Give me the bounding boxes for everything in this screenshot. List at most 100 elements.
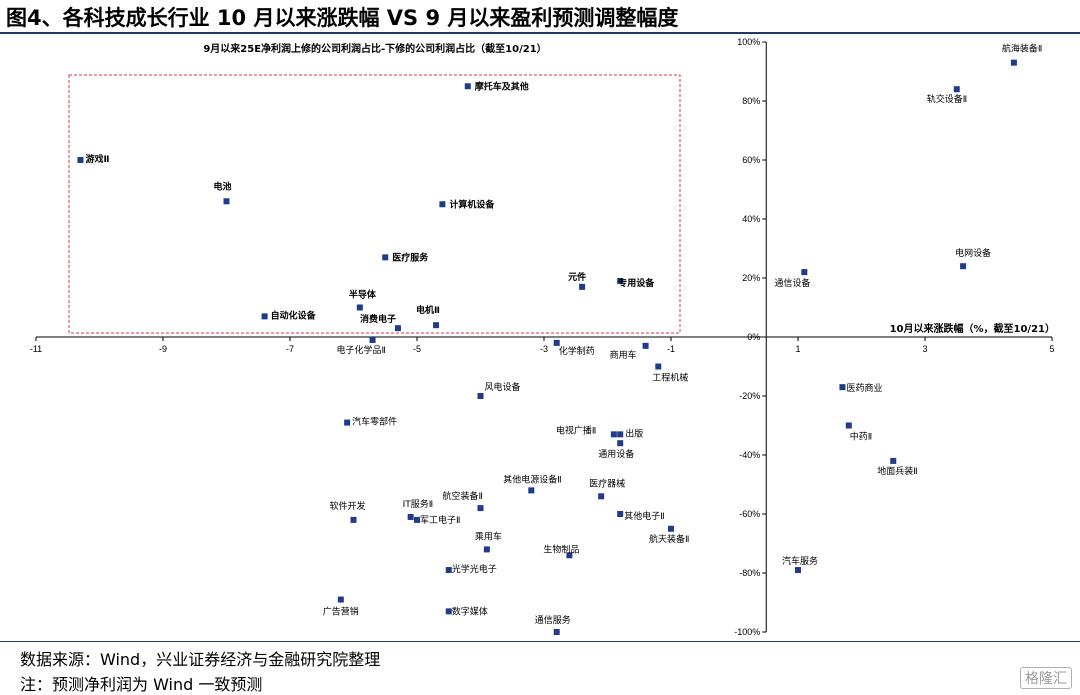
- data-point: [223, 198, 230, 205]
- point-label: 专用设备: [618, 277, 655, 289]
- point-label: 风电设备: [485, 381, 521, 393]
- x-tick-label: -3: [540, 344, 548, 354]
- x-tick-label: -11: [30, 344, 42, 354]
- point-label: 航天装备Ⅱ: [649, 533, 689, 545]
- highlight-box: [68, 74, 681, 334]
- figure-title: 图4、各科技成长行业 10 月以来涨跌幅 VS 9 月以来盈利预测调整幅度: [6, 6, 679, 30]
- x-tick-label: -9: [159, 344, 167, 354]
- point-label: 生物制品: [543, 543, 579, 555]
- point-label: 软件开发: [330, 500, 366, 512]
- data-point: [483, 546, 490, 553]
- data-point: [528, 487, 535, 494]
- data-point: [845, 422, 852, 429]
- point-label: 元件: [568, 271, 586, 283]
- point-label: 数字媒体: [452, 605, 488, 617]
- data-point: [477, 393, 484, 399]
- data-point: [668, 525, 674, 532]
- point-label: 通信服务: [535, 614, 571, 626]
- data-point: [439, 201, 446, 208]
- data-point: [839, 384, 846, 391]
- point-label: 军工电子Ⅱ: [420, 514, 460, 526]
- point-label: 航海装备Ⅱ: [1002, 43, 1042, 55]
- point-label: 其他电源设备Ⅱ: [503, 473, 561, 485]
- point-label: 乘用车: [475, 530, 502, 542]
- data-point: [356, 304, 363, 311]
- data-point: [350, 516, 357, 523]
- data-point: [890, 457, 897, 464]
- point-label: 工程机械: [652, 372, 688, 384]
- data-point: [433, 322, 440, 329]
- point-label: 电子化学品Ⅱ: [337, 344, 386, 356]
- data-point: [553, 629, 560, 635]
- data-point: [566, 552, 573, 559]
- x-tick-label: -7: [286, 344, 294, 354]
- data-point: [414, 516, 420, 523]
- points-layer: [77, 59, 1017, 635]
- data-point: [598, 493, 605, 500]
- title-divider: [0, 32, 1080, 34]
- scatter-chart: -11 -9 -7 -5 -3 -1 1 3 5100%80%60%40%20%0%-20%-4…: [30, 37, 1055, 637]
- point-label: 消费电子: [360, 313, 396, 325]
- y-tick-label: -60%: [739, 509, 760, 519]
- data-point: [795, 567, 801, 574]
- point-label: 电网设备: [955, 247, 991, 259]
- point-label: 中药Ⅱ: [850, 431, 872, 443]
- point-label: IT服务Ⅱ: [403, 498, 434, 510]
- data-point: [369, 336, 376, 343]
- point-label: 医药商业: [846, 382, 882, 394]
- x-tick-label: -5: [413, 344, 421, 354]
- data-point: [77, 157, 84, 163]
- point-label: 化学制药: [559, 345, 595, 357]
- data-point: [344, 419, 351, 426]
- point-label: 计算机设备: [449, 198, 495, 210]
- footnote: 注：预测净利润为 Wind 一致预测: [20, 675, 263, 694]
- y-tick-label: 40%: [742, 214, 760, 224]
- data-point: [394, 325, 401, 332]
- point-label: 半导体: [349, 289, 377, 301]
- data-point: [445, 608, 452, 615]
- data-point: [610, 431, 617, 438]
- data-point: [953, 86, 960, 93]
- point-label: 地面兵装Ⅱ: [877, 465, 917, 477]
- point-label: 通用设备: [598, 448, 634, 460]
- point-label: 其他电子Ⅱ: [624, 510, 664, 522]
- y-tick-label: 80%: [742, 96, 760, 106]
- y-tick-label: -20%: [739, 391, 760, 401]
- data-point: [261, 313, 268, 320]
- watermark-text: 格隆汇: [1025, 671, 1067, 687]
- data-point: [617, 277, 624, 284]
- data-point: [477, 505, 484, 512]
- point-label: 医疗器械: [589, 477, 625, 489]
- point-label: 自动化设备: [271, 309, 317, 321]
- source-note: 数据来源：Wind，兴业证券经济与金融研究院整理: [20, 650, 381, 669]
- y-tick-label: -80%: [739, 568, 760, 578]
- data-point: [464, 83, 471, 90]
- y-tick-label: 20%: [742, 273, 760, 283]
- x-tick-label: 1: [795, 344, 800, 354]
- y-tick-label: -40%: [739, 450, 760, 460]
- x-tick-label: -1: [667, 344, 675, 354]
- watermark-logo: 格隆汇: [1020, 667, 1072, 689]
- data-point: [617, 511, 624, 517]
- footer-divider: [0, 641, 1080, 642]
- data-point: [642, 342, 649, 349]
- point-label: 汽车零部件: [352, 416, 397, 428]
- data-point: [801, 269, 808, 276]
- y-tick-label: 100%: [737, 37, 760, 47]
- point-label: 光学光电子: [452, 563, 497, 575]
- point-label: 航空装备Ⅱ: [443, 490, 483, 502]
- data-point: [337, 596, 344, 603]
- y-tick-label: 0%: [747, 332, 760, 342]
- axes-layer: -11 -9 -7 -5 -3 -1 1 3 5100%80%60%40%20%0%-20%-4…: [30, 37, 1055, 637]
- point-label: 通信设备: [774, 277, 810, 289]
- point-label: 电视广播Ⅱ: [556, 424, 596, 436]
- data-point: [445, 567, 452, 574]
- point-label: 商用车: [610, 349, 637, 361]
- data-point: [553, 339, 560, 346]
- point-label: 广告营销: [323, 606, 359, 618]
- x-tick-label: 3: [922, 344, 927, 354]
- y-tick-label: 60%: [742, 155, 760, 165]
- data-point: [617, 431, 624, 438]
- data-point: [382, 254, 389, 261]
